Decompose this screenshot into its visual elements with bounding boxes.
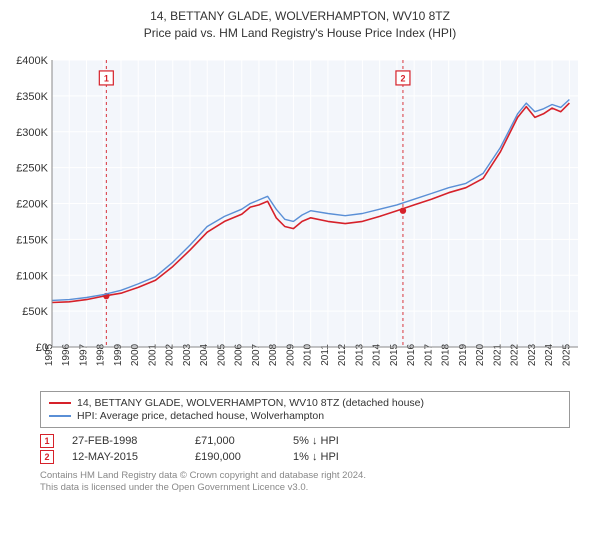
annotation-price: £71,000 [195, 435, 275, 447]
legend-label: HPI: Average price, detached house, Wolv… [77, 410, 324, 422]
legend-item: HPI: Average price, detached house, Wolv… [49, 410, 561, 422]
annotation-date: 12-MAY-2015 [72, 451, 177, 463]
legend-box: 14, BETTANY GLADE, WOLVERHAMPTON, WV10 8… [40, 391, 570, 428]
svg-text:£400K: £400K [16, 55, 48, 67]
svg-text:£50K: £50K [22, 306, 48, 318]
legend-label: 14, BETTANY GLADE, WOLVERHAMPTON, WV10 8… [77, 397, 424, 409]
annotation-marker: 1 [40, 434, 54, 448]
title-block: 14, BETTANY GLADE, WOLVERHAMPTON, WV10 8… [0, 8, 600, 42]
annotation-row: 2 12-MAY-2015 £190,000 1% ↓ HPI [40, 450, 570, 464]
footer-credits: Contains HM Land Registry data © Crown c… [40, 470, 570, 495]
legend-swatch [49, 415, 71, 417]
svg-text:£300K: £300K [16, 126, 48, 138]
legend-swatch [49, 402, 71, 404]
title-subtitle: Price paid vs. HM Land Registry's House … [0, 25, 600, 42]
annotation-price: £190,000 [195, 451, 275, 463]
svg-text:£200K: £200K [16, 198, 48, 210]
legend-item: 14, BETTANY GLADE, WOLVERHAMPTON, WV10 8… [49, 397, 561, 409]
svg-text:£150K: £150K [16, 234, 48, 246]
annotation-hpi: 5% ↓ HPI [293, 435, 383, 447]
annotation-row: 1 27-FEB-1998 £71,000 5% ↓ HPI [40, 434, 570, 448]
annotation-date: 27-FEB-1998 [72, 435, 177, 447]
footer-line-1: Contains HM Land Registry data © Crown c… [40, 470, 570, 482]
svg-text:£250K: £250K [16, 162, 48, 174]
chart-area: £0£50K£100K£150K£200K£250K£300K£350K£400… [12, 50, 588, 385]
chart-page: 14, BETTANY GLADE, WOLVERHAMPTON, WV10 8… [0, 0, 600, 560]
annotation-hpi: 1% ↓ HPI [293, 451, 383, 463]
title-address: 14, BETTANY GLADE, WOLVERHAMPTON, WV10 8… [0, 8, 600, 25]
annotation-marker: 2 [40, 450, 54, 464]
svg-text:£100K: £100K [16, 270, 48, 282]
footer-line-2: This data is licensed under the Open Gov… [40, 482, 570, 494]
svg-text:2: 2 [400, 73, 405, 83]
price-hpi-chart: £0£50K£100K£150K£200K£250K£300K£350K£400… [12, 50, 588, 385]
svg-text:1: 1 [104, 73, 109, 83]
svg-text:£350K: £350K [16, 90, 48, 102]
annotation-table: 1 27-FEB-1998 £71,000 5% ↓ HPI 2 12-MAY-2015 £… [40, 434, 570, 464]
